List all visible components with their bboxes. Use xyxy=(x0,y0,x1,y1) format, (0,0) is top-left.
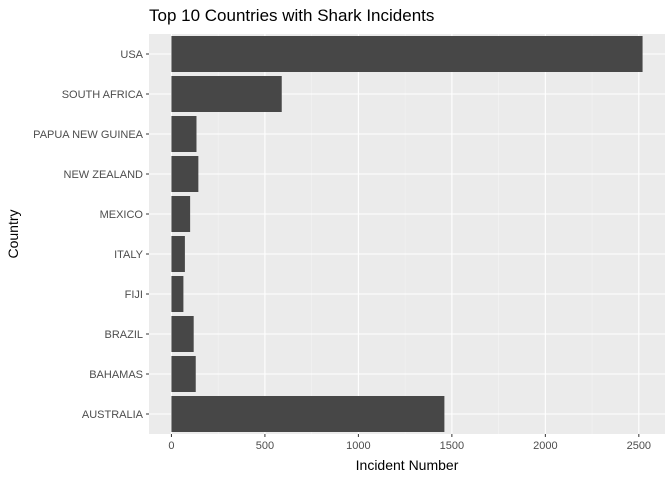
bar-italy xyxy=(171,236,185,272)
y-tick-label: BAHAMAS xyxy=(89,369,143,381)
y-axis-title: Country xyxy=(5,209,21,258)
bar-usa xyxy=(171,36,643,72)
chart-title: Top 10 Countries with Shark Incidents xyxy=(149,6,434,25)
bar-fiji xyxy=(171,276,184,312)
y-tick-label: BRAZIL xyxy=(104,329,143,341)
y-tick-label: SOUTH AFRICA xyxy=(62,89,144,101)
x-tick-label: 0 xyxy=(168,440,174,452)
y-tick-label: NEW ZEALAND xyxy=(64,169,144,181)
x-tick-label: 2000 xyxy=(533,440,557,452)
x-axis-ticks: 0 500 1000 1500 2000 2500 xyxy=(168,434,651,452)
y-tick-label: MEXICO xyxy=(100,209,144,221)
x-axis-title: Incident Number xyxy=(356,457,459,473)
bar-mexico xyxy=(171,196,191,232)
bar-new-zealand xyxy=(171,156,199,192)
x-tick-label: 1500 xyxy=(440,440,464,452)
x-tick-label: 1000 xyxy=(346,440,370,452)
y-axis-ticks: USA SOUTH AFRICA PAPUA NEW GUINEA NEW ZEALA… xyxy=(33,49,149,421)
bar-papua-new-guinea xyxy=(171,116,197,152)
y-tick-label: ITALY xyxy=(114,249,144,261)
bars xyxy=(171,36,643,432)
bar-brazil xyxy=(171,316,194,352)
bar-south-africa xyxy=(171,76,282,112)
y-tick-label: AUSTRALIA xyxy=(82,409,144,421)
y-tick-label: FIJI xyxy=(125,289,143,301)
x-tick-label: 2500 xyxy=(627,440,651,452)
grid-lines xyxy=(149,34,665,434)
y-tick-label: USA xyxy=(120,49,143,61)
y-tick-label: PAPUA NEW GUINEA xyxy=(33,129,143,141)
bar-bahamas xyxy=(171,356,196,392)
bar-australia xyxy=(171,396,445,432)
x-tick-label: 500 xyxy=(256,440,274,452)
